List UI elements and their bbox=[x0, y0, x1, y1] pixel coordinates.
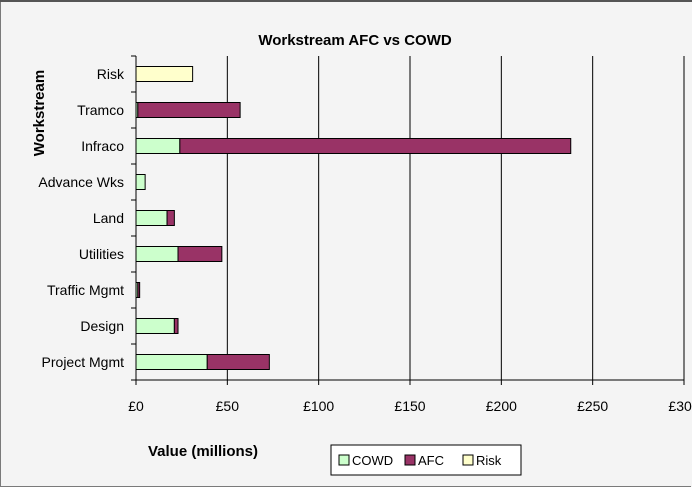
bar-cowd-project-mgmt bbox=[135, 354, 208, 370]
category-label: Utilities bbox=[79, 246, 124, 262]
legend-label-afc: AFC bbox=[418, 453, 444, 468]
bar-afc-project-mgmt bbox=[206, 354, 270, 370]
category-label: Risk bbox=[97, 66, 125, 82]
category-label: Tramco bbox=[77, 102, 124, 118]
legend-label-risk: Risk bbox=[476, 453, 502, 468]
bar-cowd-advance-wks bbox=[135, 174, 146, 190]
x-tick-label: £150 bbox=[394, 398, 425, 414]
legend-swatch-afc bbox=[404, 454, 416, 466]
bar-cowd-infraco bbox=[135, 138, 181, 154]
category-label: Traffic Mgmt bbox=[47, 282, 124, 298]
bar-cowd-land bbox=[135, 210, 168, 226]
legend: COWD AFC Risk bbox=[330, 444, 522, 476]
x-tick-label: £50 bbox=[216, 398, 240, 414]
legend-box bbox=[330, 444, 522, 476]
gridlines bbox=[226, 56, 685, 380]
x-tick-label: £300 bbox=[668, 398, 692, 414]
bar-afc-design bbox=[173, 318, 179, 334]
bar-cowd-utilities bbox=[135, 246, 179, 262]
x-axis-label: Value (millions) bbox=[148, 443, 258, 460]
x-tick-label: £0 bbox=[128, 398, 144, 414]
bars bbox=[135, 66, 572, 370]
x-tick-label: £100 bbox=[303, 398, 334, 414]
y-axis-label: Workstream bbox=[31, 70, 48, 156]
bar-risk-risk bbox=[135, 66, 194, 82]
x-tick-labels: £0 £50 £100 £150 £200 £250 £300 bbox=[128, 398, 692, 414]
axes bbox=[131, 55, 685, 385]
chart-title: Workstream AFC vs COWD bbox=[258, 32, 452, 49]
bar-afc-utilities bbox=[177, 246, 223, 262]
category-label: Project Mgmt bbox=[42, 354, 125, 370]
legend-swatch-cowd bbox=[338, 454, 350, 466]
x-tick-label: £200 bbox=[486, 398, 517, 414]
category-label: Advance Wks bbox=[38, 174, 124, 190]
bar-afc-infraco bbox=[179, 138, 572, 154]
x-tick-label: £250 bbox=[577, 398, 608, 414]
bar-cowd-design bbox=[135, 318, 175, 334]
category-label: Infraco bbox=[81, 138, 124, 154]
bar-afc-land bbox=[166, 210, 175, 226]
category-label: Design bbox=[80, 318, 124, 334]
legend-label-cowd: COWD bbox=[352, 453, 393, 468]
category-labels: Risk Tramco Infraco Advance Wks Land Utilitie… bbox=[38, 66, 125, 370]
category-label: Land bbox=[93, 210, 124, 226]
top-border bbox=[0, 0, 692, 2]
bar-afc-tramco bbox=[137, 102, 241, 118]
legend-swatch-risk bbox=[462, 454, 474, 466]
bar-afc-traffic-mgmt bbox=[137, 282, 141, 298]
